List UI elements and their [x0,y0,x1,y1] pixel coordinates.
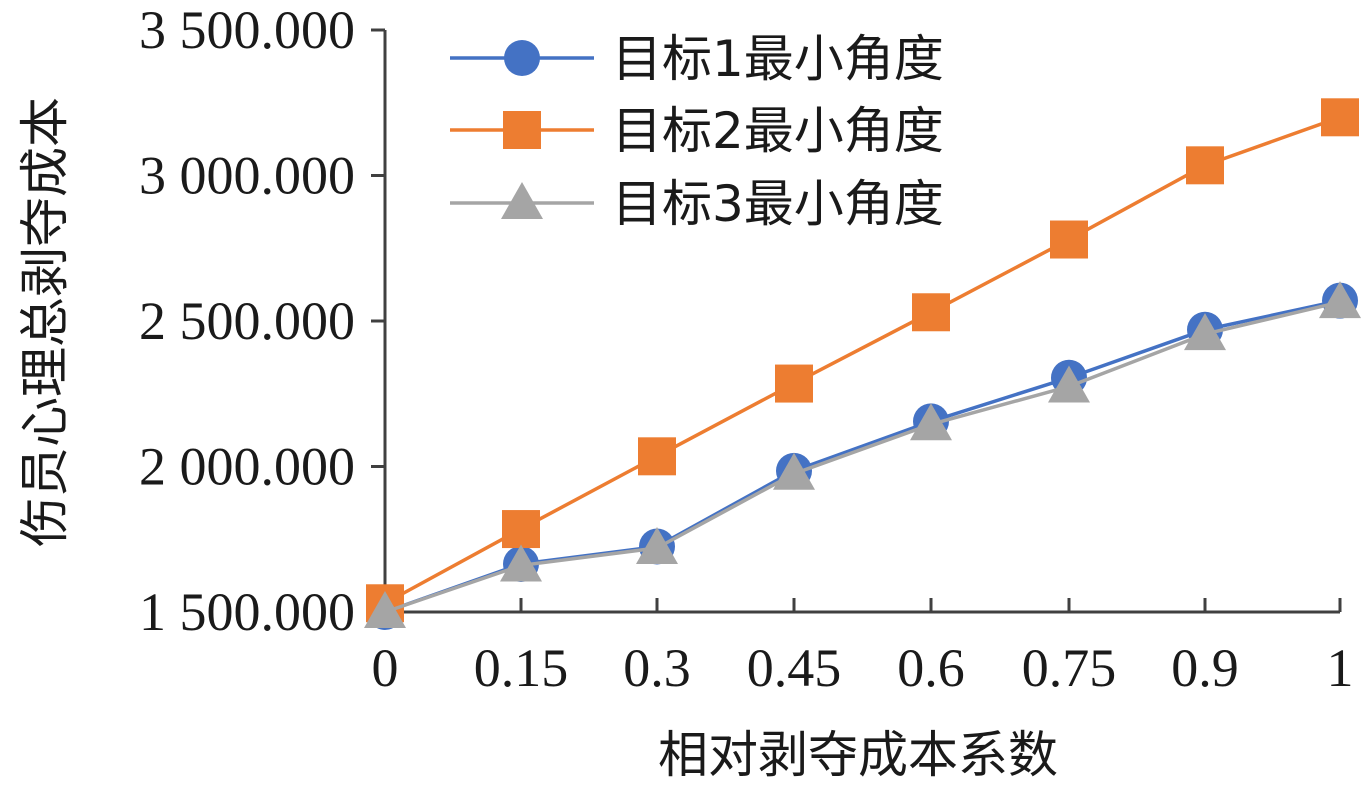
x-tick-label: 0.15 [474,638,569,698]
y-tick-label: 3 500.000 [139,0,355,60]
legend-item-2: 目标2最小角度 [450,102,944,160]
series-3-point [364,591,406,628]
y-tick-label: 3 000.000 [139,146,355,206]
tick-labels: 1 500.000 2 000.000 2 500.000 3 000.000 3 50… [139,0,1354,698]
legend-swatch-marker [501,182,543,219]
x-tick-label: 0 [372,638,399,698]
y-axis-label: 伤员心理总剥夺成本 [16,97,74,547]
series-2-point [912,293,950,332]
series-2-point [1186,146,1224,185]
y-tick-label: 1 500.000 [139,582,355,642]
legend-item-1: 目标1最小角度 [450,30,944,88]
series-2-point [638,437,676,476]
x-tick-label: 0.6 [897,638,965,698]
axes [371,28,1342,614]
series-2-point [502,510,540,549]
x-axis-label: 相对剥夺成本系数 [658,726,1058,784]
series-2-point [775,364,813,403]
series-3-point [1319,281,1361,319]
series-3-point [1048,365,1090,403]
series-2-point [1050,220,1088,259]
series-3-point [773,452,815,490]
x-tick-label: 0.75 [1022,638,1117,698]
series-layer [364,98,1361,630]
legend-label: 目标1最小角度 [612,30,944,88]
x-tick-label: 0.45 [747,638,842,698]
legend-label: 目标3最小角度 [612,175,944,233]
series-3-point [1184,313,1226,351]
series-3-line [384,300,1341,614]
series-3-point [636,526,678,564]
legend-item-3: 目标3最小角度 [450,175,944,233]
x-tick-label: 0.3 [623,638,691,698]
series-3-point [500,544,542,582]
legend-swatch-marker [503,111,541,149]
legend-swatch-marker [504,40,540,76]
series-2-line [384,115,1341,605]
x-tick-label: 1 [1327,638,1354,698]
legend-label: 目标2最小角度 [612,102,944,160]
series-3 [364,281,1361,628]
y-tick-label: 2 000.000 [139,437,355,497]
series-3-point [910,403,952,441]
series-2-point [1321,98,1359,137]
y-tick-label: 2 500.000 [139,291,355,351]
x-tick-label: 0.9 [1171,638,1239,698]
